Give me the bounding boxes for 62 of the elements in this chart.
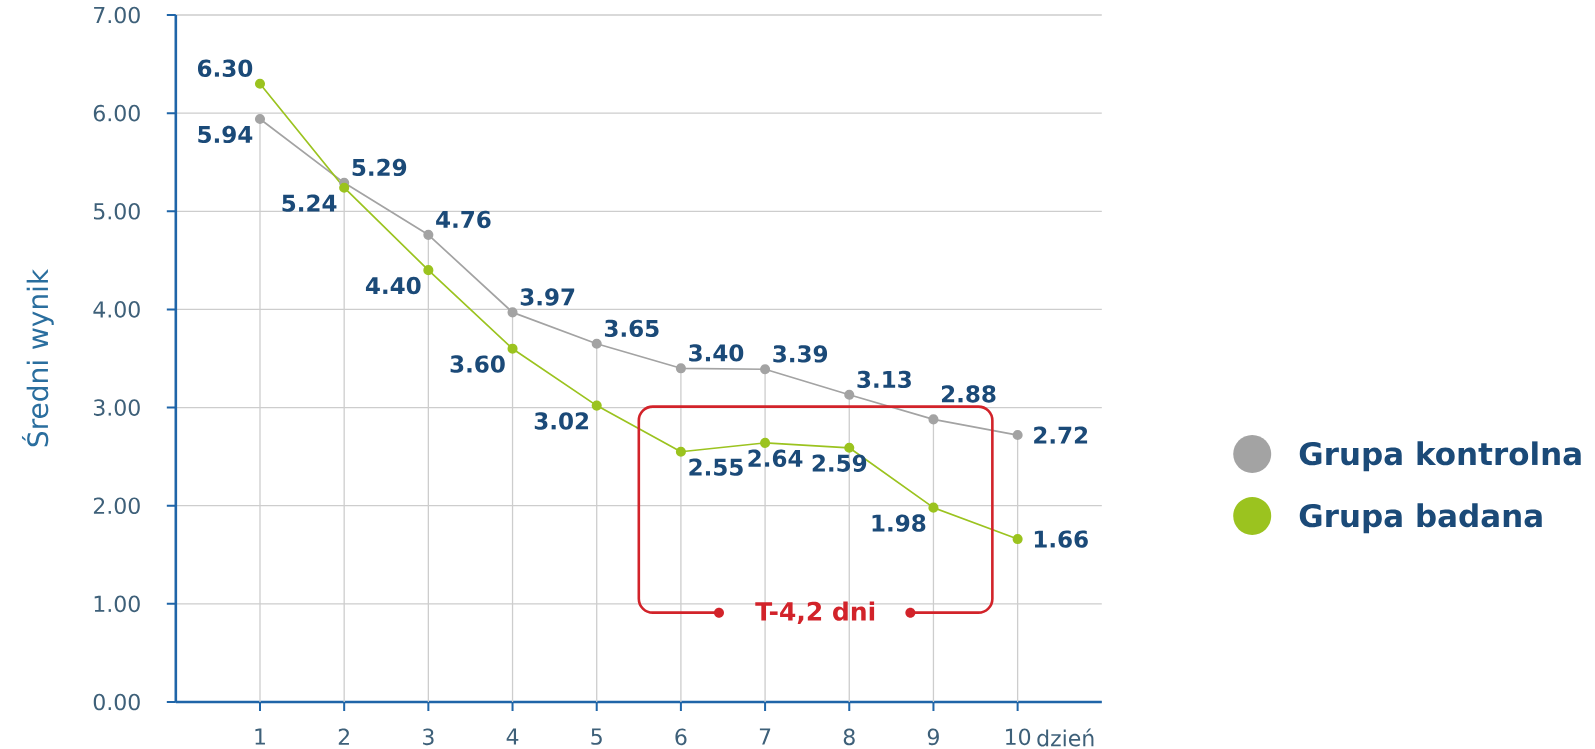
x-tick-label: 8	[843, 728, 855, 746]
data-label: 3.40	[689, 344, 744, 362]
point	[928, 502, 939, 513]
y-tick-label: 3.00	[93, 399, 140, 416]
y-tick-label: 7.00	[94, 6, 140, 24]
point	[507, 307, 518, 318]
data-label: 2.64	[748, 449, 803, 467]
x-tick-label: 2	[338, 728, 349, 745]
point	[760, 364, 771, 375]
data-label: 3.65	[604, 319, 659, 338]
data-label: 3.13	[857, 370, 911, 389]
point	[928, 414, 939, 425]
data-label: 3.39	[773, 345, 828, 363]
point	[591, 400, 602, 411]
legend-label: Grupa badana	[1299, 503, 1542, 534]
data-label: 5.94	[198, 125, 253, 144]
point	[423, 265, 434, 276]
legend-label: Grupa kontrolna	[1299, 441, 1581, 472]
data-label: 2.88	[941, 385, 996, 403]
x-tick-label: 7	[759, 728, 771, 745]
point	[254, 78, 266, 89]
x-tick-label: 5	[591, 728, 602, 745]
x-tick-label: 4	[506, 728, 519, 745]
y-tick-label: 2.00	[93, 497, 140, 515]
x-tick-label: 3	[423, 728, 434, 746]
point	[1012, 534, 1023, 545]
x-tick-label: 1	[255, 728, 265, 745]
point	[254, 113, 266, 125]
data-label: 6.30	[197, 59, 253, 77]
point	[675, 363, 686, 374]
annotation: T-4,2 dni	[755, 601, 875, 624]
data-label: 1.98	[872, 514, 926, 532]
point	[844, 389, 855, 400]
data-label: 3.02	[534, 412, 589, 430]
data-label: 1.66	[1034, 530, 1088, 548]
point	[339, 182, 350, 193]
x-tick-label: 6	[675, 728, 687, 746]
y-tick-label: 0.00	[93, 693, 140, 711]
x-tick-label: 9	[927, 728, 939, 746]
point	[507, 343, 518, 354]
y-tick-label: 6.00	[93, 104, 140, 122]
data-label: 2.72	[1034, 426, 1088, 444]
y-tick-label: 1.00	[94, 595, 140, 613]
data-label: 2.59	[812, 454, 867, 472]
point	[1012, 429, 1023, 441]
data-label: 3.97	[520, 288, 575, 306]
point	[760, 437, 771, 448]
y-tick-label: 4.00	[93, 301, 140, 318]
data-label: 5.24	[282, 194, 337, 212]
data-label: 5.29	[352, 158, 407, 177]
y-axis-title: Średni wynik	[21, 268, 54, 447]
data-label: 4.76	[436, 210, 491, 229]
y-tick-label: 5.00	[94, 202, 140, 220]
data-label: 4.40	[365, 276, 421, 295]
x-tick-label: 10	[1006, 728, 1031, 746]
x-axis-title: dzień	[1037, 728, 1094, 747]
point	[844, 442, 855, 453]
data-label: 3.60	[450, 355, 505, 373]
data-label: 2.55	[689, 458, 743, 476]
point	[423, 229, 434, 240]
point	[591, 338, 602, 349]
point	[675, 446, 686, 457]
